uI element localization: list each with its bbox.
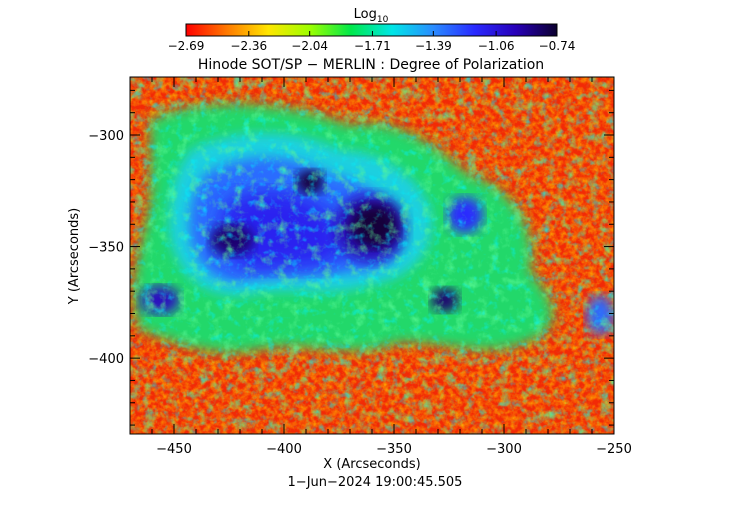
colorbar: Log10 −2.69 −2.36 −2.04 −1.71 −1.39 −1.06 −0.7… [168,7,576,53]
colorbar-label: Log10 [354,7,389,25]
timestamp: 1−Jun−2024 19:00:45.505 [288,475,463,490]
x-tick-label: −400 [266,442,302,457]
colorbar-label-main: Log [354,7,377,22]
x-tick-label: −300 [486,442,522,457]
y-tick-label: −350 [88,241,124,256]
x-axis: −450 −400 −350 −300 −250 [129,77,632,457]
colorbar-tick-label: −0.74 [539,39,576,53]
colorbar-tick-label: −2.69 [168,39,205,53]
polarization-map [130,77,614,434]
colorbar-ticks: −2.69 −2.36 −2.04 −1.71 −1.39 −1.06 −0.74 [168,31,576,53]
y-tick-label: −300 [88,129,124,144]
colorbar-tick-label: −2.04 [291,39,328,53]
x-tick-label: −450 [156,442,192,457]
y-axis-label: Y (Arcseconds) [67,208,82,305]
colorbar-strip [185,23,558,37]
colorbar-label-sub: 10 [377,15,389,25]
x-tick-label: −350 [376,442,412,457]
x-axis-label: X (Arcseconds) [323,457,420,472]
y-tick-label: −400 [88,352,124,367]
y-axis: −300 −350 −400 [88,89,614,426]
colorbar-tick-label: −1.39 [415,39,452,53]
colorbar-tick-label: −2.36 [230,39,267,53]
colorbar-tick-label: −1.06 [478,39,515,53]
x-tick-label: −250 [596,442,632,457]
colorbar-tick-label: −1.71 [354,39,391,53]
plot-title: Hinode SOT/SP − MERLIN : Degree of Polar… [198,57,544,73]
